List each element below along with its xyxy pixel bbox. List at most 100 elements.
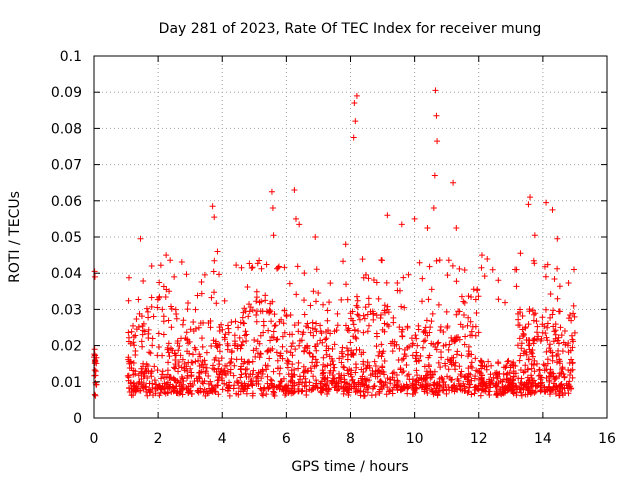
data-point: [475, 386, 482, 393]
data-point: [399, 333, 406, 339]
data-point: [132, 368, 139, 375]
data-point: [132, 351, 139, 358]
data-point: [317, 380, 324, 387]
data-point: [420, 329, 427, 336]
data-point: [91, 366, 98, 373]
data-point: [423, 382, 430, 389]
data-point: [458, 368, 465, 375]
data-point: [465, 348, 472, 355]
data-point: [146, 349, 153, 356]
data-point: [517, 379, 524, 386]
data-point: [401, 304, 408, 311]
data-point: [286, 280, 293, 287]
data-point: [556, 283, 563, 290]
data-point: [458, 293, 465, 300]
data-point: [148, 303, 155, 310]
data-point: [493, 381, 500, 388]
data-point: [241, 332, 248, 339]
data-point: [224, 340, 231, 347]
data-point: [520, 369, 527, 376]
data-point: [378, 256, 385, 263]
data-point: [403, 361, 410, 368]
data-point: [571, 329, 578, 336]
data-point: [461, 299, 468, 306]
data-point: [279, 355, 286, 362]
data-point: [375, 295, 382, 302]
data-point: [307, 302, 314, 309]
data-point: [567, 367, 574, 374]
data-point: [202, 392, 209, 399]
data-point: [432, 343, 439, 350]
axis-ticks: 0 2 4 6 8 10 12 14 16 0 0.01 0.02 0.03 0.04 0.05 0.06 0.…: [51, 49, 616, 447]
data-point: [250, 367, 257, 374]
data-point: [208, 342, 215, 349]
data-point: [413, 367, 420, 374]
data-point: [130, 333, 137, 340]
data-point: [270, 232, 277, 239]
data-point: [421, 375, 428, 382]
data-point: [287, 349, 294, 356]
data-point: [435, 359, 442, 366]
data-point: [306, 349, 313, 356]
data-point: [270, 368, 277, 375]
data-point: [554, 295, 561, 302]
data-point: [243, 337, 250, 344]
data-point: [464, 378, 471, 385]
data-point: [125, 385, 132, 392]
data-point: [561, 374, 568, 381]
data-point: [279, 333, 286, 340]
data-point: [438, 374, 445, 381]
data-point: [530, 311, 537, 318]
data-point: [437, 327, 444, 334]
data-point: [453, 351, 460, 358]
data-point: [156, 279, 163, 286]
data-point: [309, 359, 316, 366]
data-point: [566, 372, 573, 379]
data-point: [432, 87, 439, 94]
y-tick-label: 0.04: [51, 266, 82, 282]
data-point: [196, 351, 203, 358]
data-point: [398, 386, 405, 393]
data-point: [478, 264, 485, 271]
data-point: [219, 326, 226, 333]
data-point: [425, 354, 432, 361]
data-point: [207, 378, 214, 385]
data-point: [238, 363, 245, 370]
data-point: [228, 355, 235, 362]
data-point: [436, 257, 443, 264]
data-point: [338, 359, 345, 366]
data-point: [154, 304, 161, 311]
data-point: [264, 380, 271, 387]
data-point: [449, 338, 456, 345]
data-point: [530, 317, 537, 324]
data-point: [437, 349, 444, 356]
data-point: [543, 334, 550, 341]
data-point: [174, 338, 181, 345]
data-point: [160, 318, 167, 325]
data-point: [464, 389, 471, 396]
data-point: [325, 327, 332, 334]
data-point: [518, 340, 525, 347]
data-point: [393, 371, 400, 378]
data-point: [520, 331, 527, 338]
data-point: [313, 377, 320, 384]
data-point: [156, 293, 163, 300]
data-point: [210, 268, 217, 275]
x-tick-label: 12: [470, 431, 488, 447]
data-point: [178, 364, 185, 371]
data-point: [355, 328, 362, 335]
data-point: [133, 316, 140, 323]
data-point: [444, 356, 451, 363]
data-point: [343, 386, 350, 393]
data-point: [170, 385, 177, 392]
data-point: [295, 319, 302, 326]
data-point: [301, 270, 308, 277]
data-point: [426, 329, 433, 336]
data-point: [91, 273, 98, 280]
data-point: [238, 264, 245, 271]
data-point: [505, 377, 512, 384]
data-point: [455, 377, 462, 384]
data-point: [202, 369, 209, 376]
data-point: [275, 263, 282, 270]
data-point: [408, 335, 415, 342]
